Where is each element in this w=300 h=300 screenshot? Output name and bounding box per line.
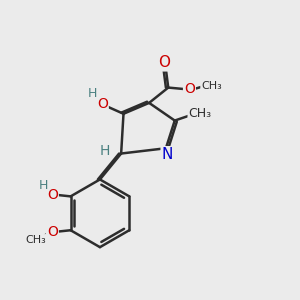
Text: O: O — [47, 188, 58, 202]
Text: O: O — [47, 225, 58, 239]
Text: H: H — [87, 87, 97, 100]
Text: CH₃: CH₃ — [201, 81, 222, 91]
Text: H: H — [100, 144, 110, 158]
Text: N: N — [162, 147, 173, 162]
Text: O: O — [184, 82, 195, 96]
Text: CH₃: CH₃ — [26, 235, 46, 245]
Text: CH₃: CH₃ — [188, 107, 212, 120]
Text: H: H — [38, 179, 48, 192]
Text: O: O — [158, 55, 170, 70]
Text: O: O — [97, 98, 108, 111]
